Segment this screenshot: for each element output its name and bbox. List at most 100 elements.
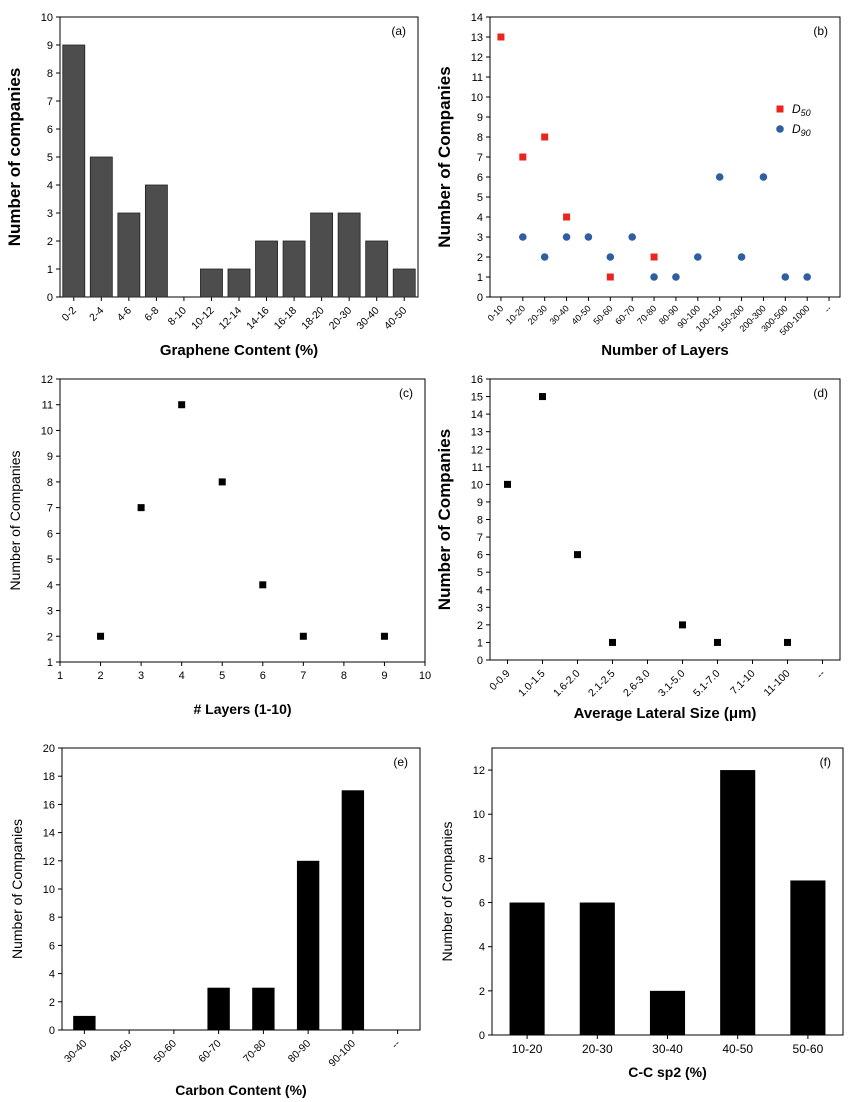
point-d50 (519, 153, 527, 161)
x-tick-label: 10-20 (504, 303, 527, 326)
y-tick-label: 13 (471, 32, 483, 44)
x-tick-label: 30-40 (62, 1038, 90, 1066)
x-tick-label: 40-50 (569, 303, 592, 326)
y-tick-label: 13 (471, 427, 483, 439)
x-tick-label: 70-80 (241, 1038, 269, 1066)
y-axis-label: Number of Companies (7, 450, 23, 590)
bar (392, 268, 416, 298)
bar (509, 902, 545, 1035)
bar (341, 790, 365, 1030)
x-tick-label: 20-30 (526, 303, 549, 326)
y-tick-label: 0 (49, 1025, 55, 1037)
y-tick-label: 8 (479, 853, 485, 865)
panel-label: (f) (820, 755, 831, 769)
chart-panel-e: 0 2 4 6 8 10 12 14 16 18 20 (e) Number of Companies C… (9, 743, 421, 1098)
point (380, 632, 388, 640)
y-tick-label: 10 (41, 425, 53, 437)
x-tick-label: 18-20 (299, 305, 327, 333)
x-axis-label: Carbon Content (%) (175, 1082, 306, 1098)
point-d90 (540, 253, 549, 261)
bar (62, 44, 86, 298)
x-tick-label: 40-50 (382, 305, 410, 333)
x-tick-label: 2 (97, 670, 103, 682)
bar (89, 156, 113, 298)
x-tick-label: 40-50 (722, 1042, 753, 1056)
y-tick-label: 12 (471, 52, 483, 64)
x-tick-label: 50-60 (591, 303, 614, 326)
x-axis-label: Average Lateral Size (μm) (574, 705, 757, 722)
x-tick-label: 30-40 (548, 303, 571, 326)
y-tick-label: 7 (47, 503, 53, 515)
bar (200, 268, 223, 298)
y-tick-label: 6 (47, 124, 53, 136)
x-tick-label: 1.6-2.0 (551, 668, 583, 700)
point-d90 (715, 173, 724, 181)
y-tick-label: 7 (477, 532, 483, 544)
y-tick-label: 7 (47, 96, 53, 108)
y-tick-label: 4 (49, 969, 55, 981)
x-tick-label: 1.0-1.5 (516, 668, 548, 700)
x-tick-label: 11-100 (762, 668, 793, 699)
y-tick-label: 4 (477, 585, 483, 597)
y-tick-label: 11 (472, 72, 483, 84)
x-tick-label: 10-20 (512, 1042, 543, 1056)
chart-panel-f: 0 2 4 6 8 10 12 (f) Number of Companies C-C sp2 (… (439, 747, 844, 1080)
y-tick-label: 1 (47, 657, 53, 669)
bar (649, 990, 686, 1035)
y-tick-label: 3 (47, 606, 53, 618)
x-tick-label: 16-18 (272, 305, 300, 333)
y-tick-label: 5 (47, 554, 53, 566)
y-tick-label: 8 (47, 477, 53, 489)
x-tick-label: 90-100 (326, 1038, 358, 1070)
point-d90 (781, 273, 790, 281)
point (574, 551, 581, 559)
x-tick-label: 30-40 (652, 1042, 683, 1056)
y-axis-label: Number of Companies (435, 66, 454, 247)
y-tick-label: 9 (47, 40, 53, 52)
point (218, 478, 226, 486)
x-tick-label: 14-16 (244, 305, 272, 333)
y-axis-label: Number of Companies (435, 429, 454, 610)
y-tick-label: 9 (477, 112, 483, 124)
y-tick-label: 8 (477, 515, 483, 527)
y-tick-label: 0 (477, 292, 483, 304)
point (299, 632, 307, 640)
point-d90 (694, 253, 702, 261)
x-tick-label: 6 (260, 670, 266, 682)
point-d50 (541, 133, 549, 141)
x-tick-label: 2.6-3.0 (621, 668, 653, 700)
point (539, 393, 546, 401)
point-d50 (606, 273, 614, 281)
y-axis-label: Number of companies (5, 68, 24, 247)
x-tick-label: 2.1-2.5 (586, 668, 618, 700)
y-tick-label: 7 (477, 152, 483, 164)
panel-label: (d) (813, 386, 828, 400)
y-tick-label: 2 (477, 620, 483, 632)
x-tick-label: 8-10 (166, 305, 189, 328)
x-tick-label: 3 (138, 670, 144, 682)
x-tick-label: 0-0.9 (487, 668, 513, 694)
plot-frame (59, 378, 426, 663)
y-tick-label: 4 (479, 942, 485, 954)
y-tick-label: 8 (47, 68, 53, 80)
plot-frame (61, 747, 421, 1031)
point-d90 (759, 173, 768, 181)
x-axis-label: Graphene Content (%) (160, 342, 318, 359)
point-d50 (563, 213, 571, 221)
y-tick-label: 12 (41, 374, 53, 386)
x-tick-label: 12-14 (217, 305, 245, 333)
x-tick-label: 20-30 (327, 305, 355, 333)
y-tick-label: 2 (47, 631, 53, 643)
bar (310, 212, 334, 298)
legend-name: D (792, 102, 801, 116)
y-tick-label: 6 (49, 940, 55, 952)
chart-panel-a: 0 1 2 3 4 5 6 7 8 9 10 (a) Number of companies Graphe… (5, 12, 419, 359)
y-tick-label: 18 (43, 771, 55, 783)
y-tick-label: 12 (43, 856, 55, 868)
point-d90 (737, 253, 746, 261)
x-tick-label: -- (389, 1037, 403, 1051)
y-tick-label: 16 (471, 374, 483, 386)
plot-frame (59, 16, 419, 298)
y-tick-label: 8 (477, 132, 483, 144)
